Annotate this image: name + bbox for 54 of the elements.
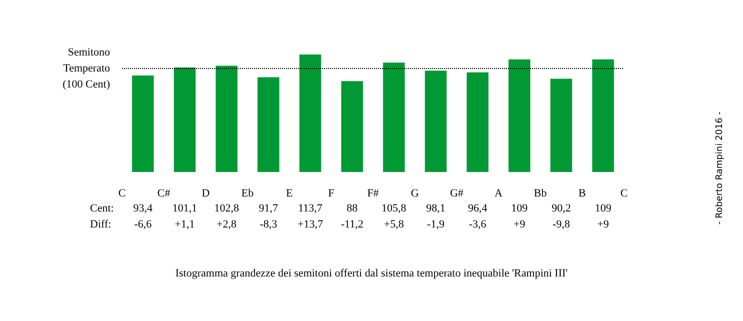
bar — [466, 72, 488, 172]
text: C — [620, 188, 628, 200]
text: +1,1 — [174, 218, 195, 230]
text: Cent: — [90, 202, 114, 214]
text: D — [202, 188, 210, 200]
data-label: 101,1 — [172, 202, 198, 214]
text: G — [410, 188, 419, 200]
bar — [132, 75, 154, 172]
text: Diff: — [90, 218, 112, 230]
text: - Roberto Rampini 2016 - — [715, 112, 725, 224]
bar — [424, 70, 447, 172]
text: -11,2 — [340, 218, 364, 230]
bar — [216, 66, 238, 172]
bar — [383, 62, 405, 172]
data-label: 93,4 — [133, 202, 154, 214]
text: B — [578, 188, 586, 200]
data-label: 102,8 — [214, 202, 240, 214]
text: C# — [157, 188, 171, 200]
bar — [258, 77, 280, 172]
text: -3,6 — [468, 218, 487, 230]
bar — [341, 81, 363, 172]
text: -6,6 — [134, 218, 152, 230]
text: +5,8 — [384, 218, 404, 230]
text: Eb — [241, 188, 254, 200]
text: G# — [450, 188, 464, 200]
bar — [299, 54, 322, 172]
text: -1,9 — [427, 218, 445, 230]
data-label: 113,7 — [298, 202, 323, 214]
data-label: 90,2 — [552, 202, 571, 214]
ref-line-label: Semitono Temperato (100 Cent) — [62, 46, 110, 91]
text: F# — [367, 188, 380, 200]
data-label: 98,1 — [426, 202, 446, 214]
text: E — [286, 188, 293, 200]
bar — [592, 59, 614, 172]
data-label: 91,7 — [258, 202, 279, 214]
data-label: 88 — [346, 202, 358, 214]
text: -8,3 — [260, 218, 278, 230]
text: A — [494, 188, 503, 200]
data-label: 105,8 — [382, 202, 407, 214]
text: Bb — [534, 188, 548, 200]
text: Istogramma grandezze dei semitoni offerti dal sistema temperato inequabile 'Rampini III' — [175, 268, 568, 280]
text: +2,8 — [216, 218, 238, 230]
text: F — [328, 188, 334, 200]
data-label: 109 — [594, 202, 612, 214]
text: +9 — [514, 218, 526, 230]
data-label: 109 — [511, 202, 528, 214]
text: +13,7 — [298, 218, 324, 230]
text: -9,8 — [552, 218, 570, 230]
text: C — [118, 188, 126, 200]
bar — [550, 78, 572, 172]
data-label: 96,4 — [468, 202, 488, 214]
bar — [174, 68, 196, 172]
bar — [508, 59, 530, 172]
text: +9 — [597, 218, 610, 230]
